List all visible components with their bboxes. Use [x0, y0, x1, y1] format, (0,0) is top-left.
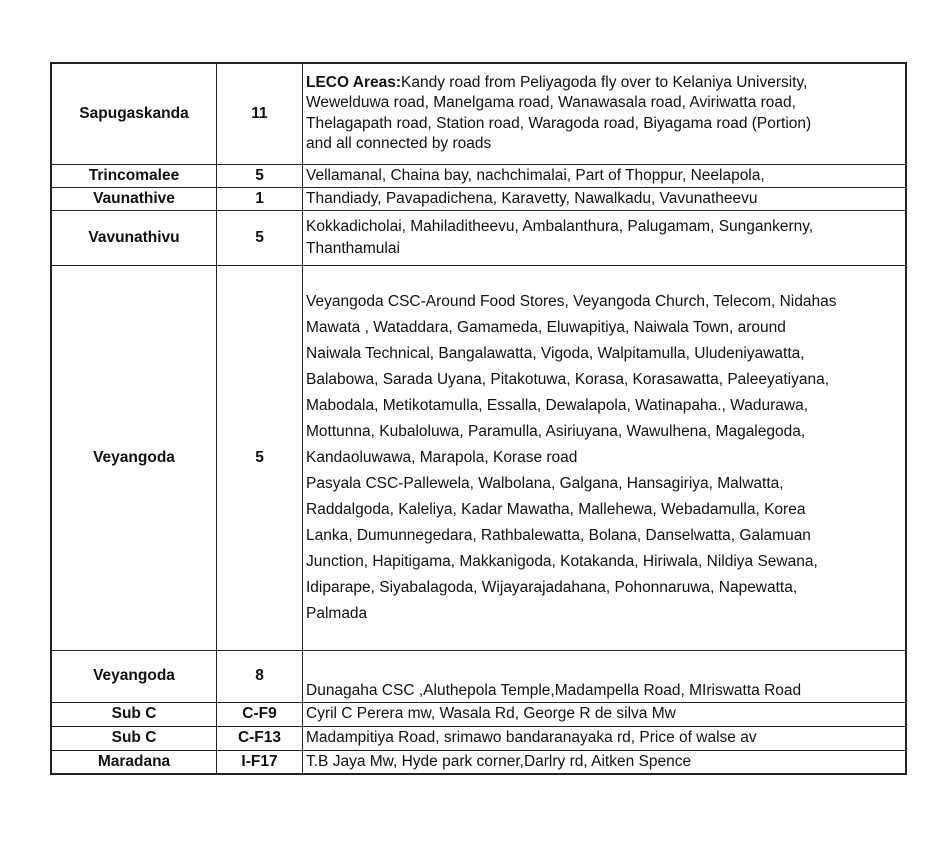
area-line-text: Palmada [306, 604, 368, 622]
feeder-code-cell: 8 [216, 649, 303, 703]
table-row: Veyangoda 5 Veyangoda CSC-Around Food St… [50, 264, 907, 651]
table-row: Vaunathive 1 Thandiady, Pavapadichena, K… [50, 186, 907, 211]
area-line: Balabowa, Sarada Uyana, Pitakotuwa, Kora… [306, 367, 902, 393]
feeder-code-cell: 5 [216, 209, 303, 266]
area-line-text: Mawata , Wataddara, Gamameda, Eluwapitiy… [306, 318, 786, 336]
table-row: Sub C C-F9 Cyril C Perera mw, Wasala Rd,… [50, 701, 907, 727]
area-cell: Vavunathivu [50, 209, 217, 266]
feeder-code-cell: I-F17 [216, 749, 303, 775]
area-line: LECO Areas:Kandy road from Peliyagoda fl… [306, 73, 902, 94]
area-line: Kandaoluwawa, Marapola, Korase road [306, 445, 902, 471]
area-line: Mabodala, Metikotamulla, Essalla, Dewala… [306, 393, 902, 419]
area-line: Raddalgoda, Kaleliya, Kadar Mawatha, Mal… [306, 497, 902, 523]
area-line-text: Veyangoda CSC-Around Food Stores, Veyang… [306, 292, 837, 310]
area-line: Junction, Hapitigama, Makkanigoda, Kotak… [306, 549, 902, 575]
area-line-text: Idiparape, Siyabalagoda, Wijayarajadahan… [306, 578, 798, 596]
area-line-text: Lanka, Dumunnegedara, Rathbalewatta, Bol… [306, 526, 811, 544]
area-cell: Vaunathive [50, 186, 217, 211]
area-line: Thanthamulai [306, 238, 902, 260]
area-line-text: Dunagaha CSC ,Aluthepola Temple,Madampel… [306, 681, 802, 699]
table-row: Vavunathivu 5 Kokkadicholai, Mahiladithe… [50, 209, 907, 266]
area-cell: Trincomalee [50, 163, 217, 188]
feeder-code-cell: 5 [216, 163, 303, 188]
area-line: Wewelduwa road, Manelgama road, Wanawasa… [306, 93, 902, 114]
area-cell: Sapugaskanda [50, 62, 217, 165]
area-line: and all connected by roads [306, 134, 902, 155]
area-line: Lanka, Dumunnegedara, Rathbalewatta, Bol… [306, 523, 902, 549]
area-cell: Sub C [50, 725, 217, 751]
area-line: Mawata , Wataddara, Gamameda, Eluwapitiy… [306, 315, 902, 341]
affected-areas-cell: T.B Jaya Mw, Hyde park corner,Darlry rd,… [302, 749, 907, 775]
area-cell: Sub C [50, 701, 217, 727]
area-line: Palmada [306, 601, 902, 627]
table-row: Sub C C-F13 Madampitiya Road, srimawo ba… [50, 725, 907, 751]
area-line-text: Kokkadicholai, Mahiladitheevu, Ambalanth… [306, 217, 814, 235]
feeder-code-cell: 5 [216, 264, 303, 651]
area-line: Naiwala Technical, Bangalawatta, Vigoda,… [306, 341, 902, 367]
area-line-text: Thanthamulai [306, 239, 400, 257]
feeder-code-cell: C-F9 [216, 701, 303, 727]
affected-areas-cell: Thandiady, Pavapadichena, Karavetty, Naw… [302, 186, 907, 211]
area-line: T.B Jaya Mw, Hyde park corner,Darlry rd,… [306, 753, 902, 771]
area-line-text: Madampitiya Road, srimawo bandaranayaka … [306, 729, 757, 746]
area-line-text: Raddalgoda, Kaleliya, Kadar Mawatha, Mal… [306, 500, 806, 518]
feeder-code-cell: C-F13 [216, 725, 303, 751]
area-line-text: Mottunna, Kubaloluwa, Paramulla, Asiriuy… [306, 422, 806, 440]
area-line-text: Vellamanal, Chaina bay, nachchimalai, Pa… [306, 166, 765, 184]
feeder-code-cell: 1 [216, 186, 303, 211]
area-line: Kokkadicholai, Mahiladitheevu, Ambalanth… [306, 216, 902, 238]
affected-areas-cell: Kokkadicholai, Mahiladitheevu, Ambalanth… [302, 209, 907, 266]
affected-areas-cell: LECO Areas:Kandy road from Peliyagoda fl… [302, 62, 907, 165]
area-cell: Veyangoda [50, 264, 217, 651]
area-line-text: Thelagapath road, Station road, Waragoda… [306, 114, 812, 132]
area-line: Idiparape, Siyabalagoda, Wijayarajadahan… [306, 575, 902, 601]
area-line-text: Naiwala Technical, Bangalawatta, Vigoda,… [306, 344, 805, 362]
area-line: Mottunna, Kubaloluwa, Paramulla, Asiriuy… [306, 419, 902, 445]
area-line-text: Kandaoluwawa, Marapola, Korase road [306, 448, 578, 466]
area-line: Thandiady, Pavapadichena, Karavetty, Naw… [306, 190, 902, 208]
area-line-text: Wewelduwa road, Manelgama road, Wanawasa… [306, 94, 796, 112]
table-row: Sapugaskanda 11 LECO Areas:Kandy road fr… [50, 62, 907, 165]
affected-areas-cell: Madampitiya Road, srimawo bandaranayaka … [302, 725, 907, 751]
area-line: Pasyala CSC-Pallewela, Walbolana, Galgan… [306, 471, 902, 497]
area-line-text: T.B Jaya Mw, Hyde park corner,Darlry rd,… [306, 752, 692, 770]
area-line: Cyril C Perera mw, Wasala Rd, George R d… [306, 705, 902, 723]
table-row: Maradana I-F17 T.B Jaya Mw, Hyde park co… [50, 749, 907, 775]
area-line-text: Balabowa, Sarada Uyana, Pitakotuwa, Kora… [306, 370, 830, 388]
area-prefix: LECO Areas: [306, 73, 402, 91]
area-line-text: Kandy road from Peliyagoda fly over to K… [401, 73, 808, 91]
area-cell: Maradana [50, 749, 217, 775]
affected-areas-cell: Veyangoda CSC-Around Food Stores, Veyang… [302, 264, 907, 651]
feeder-code-cell: 11 [216, 62, 303, 165]
area-line-text: and all connected by roads [306, 135, 492, 153]
affected-areas-cell: Cyril C Perera mw, Wasala Rd, George R d… [302, 701, 907, 727]
affected-areas-cell: Dunagaha CSC ,Aluthepola Temple,Madampel… [302, 649, 907, 703]
outage-areas-table: Sapugaskanda 11 LECO Areas:Kandy road fr… [50, 62, 907, 775]
area-line-text: Junction, Hapitigama, Makkanigoda, Kotak… [306, 552, 818, 570]
area-line: Dunagaha CSC ,Aluthepola Temple,Madampel… [306, 682, 902, 700]
area-line-text: Cyril C Perera mw, Wasala Rd, George R d… [306, 705, 676, 722]
area-line-text: Thandiady, Pavapadichena, Karavetty, Naw… [306, 189, 758, 207]
area-line: Veyangoda CSC-Around Food Stores, Veyang… [306, 289, 902, 315]
area-line-text: Pasyala CSC-Pallewela, Walbolana, Galgan… [306, 474, 784, 492]
area-line-text: Mabodala, Metikotamulla, Essalla, Dewala… [306, 396, 808, 414]
area-line: Madampitiya Road, srimawo bandaranayaka … [306, 729, 902, 747]
area-cell: Veyangoda [50, 649, 217, 703]
affected-areas-cell: Vellamanal, Chaina bay, nachchimalai, Pa… [302, 163, 907, 188]
table-row: Veyangoda 8 Dunagaha CSC ,Aluthepola Tem… [50, 649, 907, 703]
table-row: Trincomalee 5 Vellamanal, Chaina bay, na… [50, 163, 907, 188]
area-line: Thelagapath road, Station road, Waragoda… [306, 114, 902, 135]
area-line: Vellamanal, Chaina bay, nachchimalai, Pa… [306, 167, 902, 185]
